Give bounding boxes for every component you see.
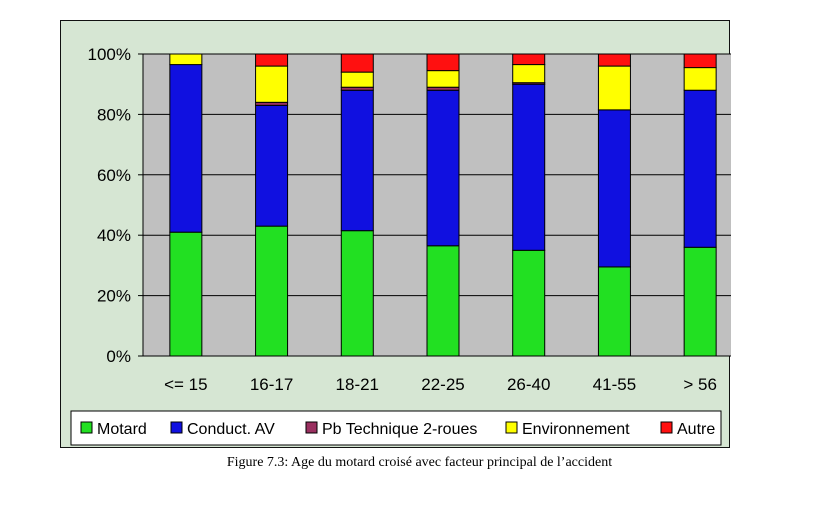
bar-segment bbox=[597, 65, 631, 111]
bar-segment bbox=[426, 70, 460, 88]
legend-label: Autre bbox=[677, 421, 715, 438]
x-tick-label: > 56 bbox=[683, 375, 717, 394]
legend-swatch bbox=[660, 421, 673, 434]
bar-segment bbox=[512, 53, 546, 66]
bar-segment bbox=[169, 53, 203, 66]
bar-segment bbox=[512, 83, 546, 251]
bar-segment bbox=[597, 109, 631, 268]
bar-segment bbox=[255, 65, 289, 103]
bar-segment bbox=[255, 225, 289, 357]
y-tick-label: 40% bbox=[97, 226, 131, 245]
bar-segment bbox=[340, 230, 374, 357]
bar-segment bbox=[683, 246, 717, 357]
x-tick-label: 41-55 bbox=[593, 375, 636, 394]
bar-segment bbox=[426, 89, 460, 247]
stacked-bar-chart: 0% 20% 40% 60% 80% 100% <= 15 16-17 18-21 22-25 26… bbox=[70, 45, 743, 446]
bar-segment bbox=[683, 67, 717, 91]
x-tick-label: 26-40 bbox=[507, 375, 550, 394]
y-tick-label: 0% bbox=[106, 347, 131, 366]
y-tick-label: 20% bbox=[97, 287, 131, 306]
bar-segment bbox=[169, 64, 203, 233]
legend-swatch bbox=[80, 421, 93, 434]
bar-segment bbox=[255, 104, 289, 227]
legend-swatch bbox=[505, 421, 518, 434]
bar-segment bbox=[597, 53, 631, 67]
bar-segment bbox=[683, 53, 717, 69]
legend-label: Motard bbox=[97, 421, 147, 438]
bar-segment bbox=[683, 89, 717, 248]
bar-segment bbox=[426, 53, 460, 72]
chart-frame: 0% 20% 40% 60% 80% 100% <= 15 16-17 18-21 22-25 26… bbox=[60, 20, 743, 448]
x-tick-label: <= 15 bbox=[164, 375, 208, 394]
bar-segment bbox=[255, 53, 289, 67]
bar-segment bbox=[597, 266, 631, 357]
bar-segment bbox=[512, 64, 546, 84]
legend-label: Pb Technique 2-roues bbox=[322, 421, 477, 438]
x-tick-label: 22-25 bbox=[421, 375, 464, 394]
legend-label: Environnement bbox=[522, 421, 630, 438]
legend-swatch bbox=[170, 421, 183, 434]
y-tick-label: 60% bbox=[97, 166, 131, 185]
x-tick-label: 18-21 bbox=[336, 375, 379, 394]
y-tick-label: 80% bbox=[97, 105, 131, 124]
bar-segment bbox=[340, 53, 374, 73]
bar-segment bbox=[169, 231, 203, 357]
bar-segment bbox=[426, 245, 460, 357]
bar-segment bbox=[512, 249, 546, 357]
legend-swatch bbox=[305, 421, 318, 434]
legend-label: Conduct. AV bbox=[187, 421, 275, 438]
x-tick-label: 16-17 bbox=[250, 375, 293, 394]
bar-segment bbox=[340, 89, 374, 232]
bar-segment bbox=[340, 71, 374, 88]
y-tick-label: 100% bbox=[88, 45, 131, 64]
figure-caption: Figure 7.3: Age du motard croisé avec fa… bbox=[226, 455, 613, 470]
